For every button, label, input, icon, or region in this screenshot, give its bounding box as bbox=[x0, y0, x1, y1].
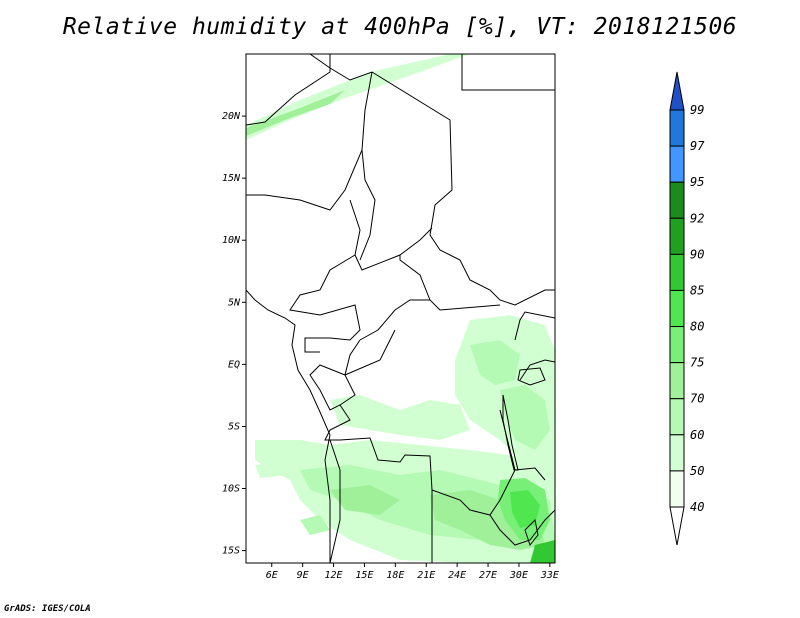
lat-tick-label: 15S bbox=[222, 546, 240, 557]
colorbar-label: 92 bbox=[690, 211, 704, 225]
colorbar-label: 97 bbox=[690, 139, 705, 153]
border-line bbox=[350, 200, 432, 270]
colorbar-label: 95 bbox=[690, 175, 704, 189]
lon-tick-label: 27E bbox=[479, 570, 497, 581]
lat-tick-label: 10S bbox=[222, 484, 240, 495]
colorbar-label: 75 bbox=[690, 356, 704, 370]
humidity-area bbox=[246, 54, 470, 140]
colorbar-bin bbox=[670, 435, 684, 471]
lon-tick-label: 12E bbox=[325, 570, 343, 581]
colorbar-label: 60 bbox=[690, 428, 704, 442]
colorbar-bin bbox=[670, 327, 684, 363]
lat-tick-label: 20N bbox=[222, 111, 241, 122]
colorbar-label: 40 bbox=[690, 500, 704, 514]
lon-tick-label: 33E bbox=[540, 570, 559, 581]
colorbar-bin bbox=[670, 363, 684, 399]
border-line bbox=[400, 255, 500, 310]
colorbar-bin bbox=[670, 218, 684, 254]
lat-tick-label: 5S bbox=[228, 421, 240, 432]
humidity-area bbox=[330, 395, 470, 440]
grads-credit: GrADS: IGES/COLA bbox=[4, 604, 91, 614]
latitude-axis: 20N 15N 10N 5N EQ 5S 10S 15S bbox=[222, 111, 246, 557]
lon-tick-label: 30E bbox=[509, 570, 528, 581]
longitude-axis: 6E 9E 12E 15E 18E 21E 24E 27E 30E 33E bbox=[266, 563, 559, 581]
colorbar-label: 90 bbox=[690, 247, 704, 261]
border-line bbox=[462, 54, 555, 90]
lon-tick-label: 18E bbox=[386, 570, 404, 581]
colorbar-bottom-arrow bbox=[670, 507, 684, 545]
colorbar: 99 97 95 92 90 85 80 75 70 60 50 40 bbox=[670, 72, 705, 545]
colorbar-bin bbox=[670, 254, 684, 290]
lat-tick-label: EQ bbox=[228, 359, 240, 370]
border-line bbox=[360, 300, 430, 340]
border-line bbox=[360, 150, 375, 260]
colorbar-label: 70 bbox=[690, 392, 704, 406]
lat-tick-label: 5N bbox=[228, 297, 241, 308]
lon-tick-label: 6E bbox=[266, 570, 278, 581]
colorbar-bin bbox=[670, 471, 684, 507]
lon-tick-label: 9E bbox=[297, 570, 309, 581]
colorbar-bin bbox=[670, 182, 684, 218]
colorbar-bin bbox=[670, 146, 684, 182]
colorbar-bin bbox=[670, 110, 684, 146]
lat-tick-label: 10N bbox=[222, 235, 241, 246]
colorbar-label: 85 bbox=[690, 283, 704, 297]
border-line bbox=[345, 330, 395, 375]
humidity-map: 20N 15N 10N 5N EQ 5S 10S 15S 6E 9E 12E 15E 18E 21E 24… bbox=[0, 0, 800, 618]
lon-tick-label: 21E bbox=[417, 570, 435, 581]
colorbar-label: 99 bbox=[690, 103, 704, 117]
colorbar-label: 50 bbox=[690, 464, 704, 478]
colorbar-top-arrow bbox=[670, 72, 684, 110]
lat-tick-label: 15N bbox=[222, 173, 241, 184]
colorbar-bin bbox=[670, 290, 684, 326]
colorbar-label: 80 bbox=[690, 320, 704, 334]
humidity-shading bbox=[246, 54, 555, 563]
border-line bbox=[290, 255, 360, 352]
colorbar-bin bbox=[670, 399, 684, 435]
humidity-area bbox=[246, 90, 345, 136]
lon-tick-label: 15E bbox=[355, 570, 373, 581]
lon-tick-label: 24E bbox=[448, 570, 466, 581]
